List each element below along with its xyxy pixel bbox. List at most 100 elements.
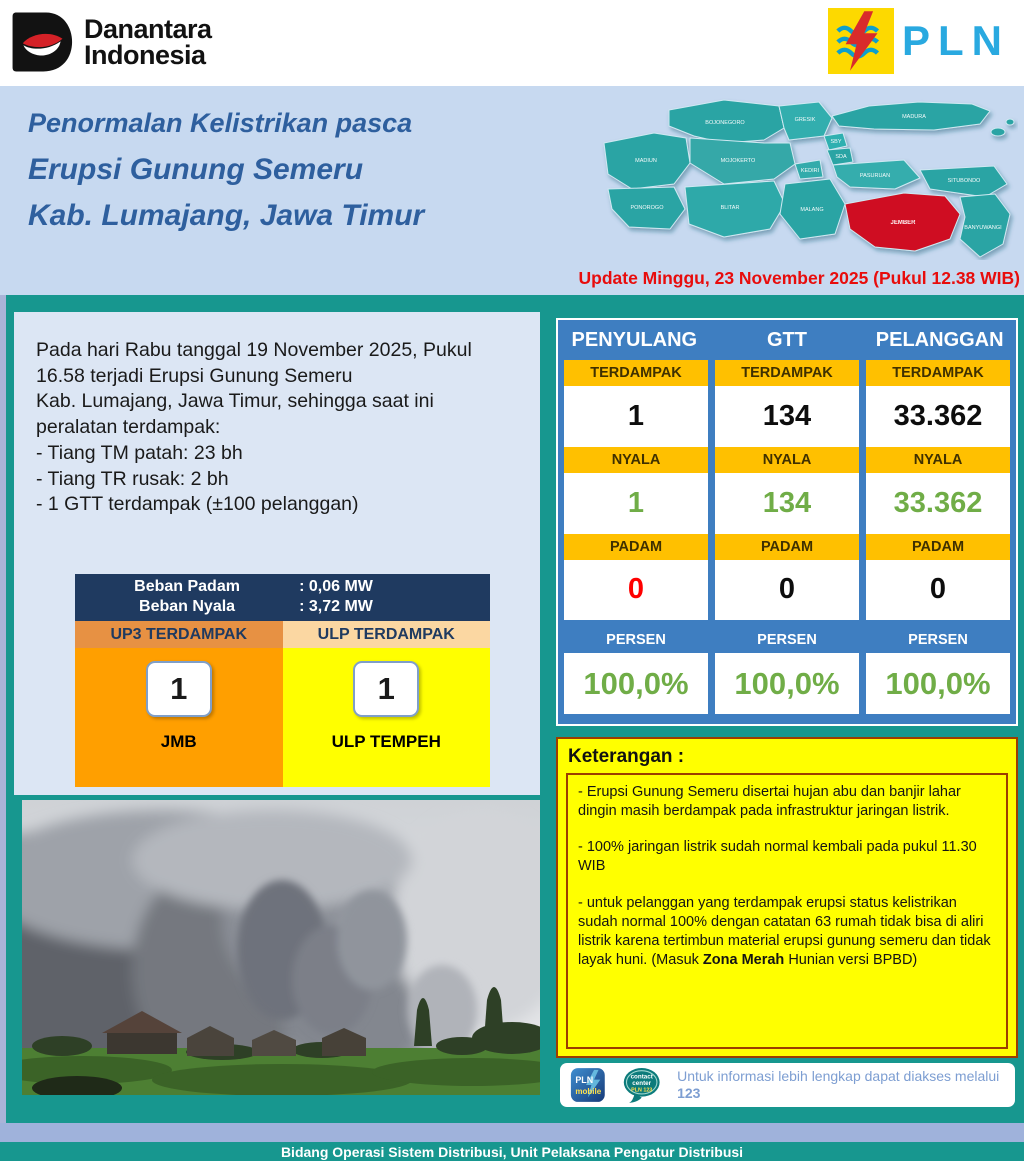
stats-col-gtt: TERDAMPAK 134 NYALA 134 PADAM 0 PERSEN 1… [715, 360, 859, 714]
gtt-persen-value: 100,0% [715, 653, 859, 714]
beban-table: Beban Padam : 0,06 MW Beban Nyala : 3,72… [75, 574, 490, 787]
svg-text:PLN: PLN [575, 1075, 593, 1085]
beban-nyala-value: : 3,72 MW [299, 598, 373, 615]
eruption-photo [0, 800, 572, 1100]
page-title-line2: Erupsi Gunung Semeru [28, 153, 364, 186]
beban-nyala-label: Beban Nyala [139, 598, 236, 615]
penyulang-nyala-value: 1 [564, 472, 708, 534]
page-title: Penormalan Kelistrikan pasca Erupsi Gunu… [28, 108, 548, 233]
ulp-column: ULP TERDAMPAK 1 ULP TEMPEH [282, 621, 490, 787]
footer-bar: Bidang Operasi Sistem Distribusi, Unit P… [0, 1142, 1024, 1161]
map-label-blitar: BLITAR [721, 205, 740, 211]
map-label-bojonegoro: BOJONEGORO [705, 120, 745, 126]
keterangan-item-3-tail: Hunian versi BPBD) [784, 951, 918, 968]
penyulang-persen-value: 100,0% [564, 653, 708, 714]
contact-info-text: Untuk informasi lebih lengkap dapat diak… [677, 1068, 1005, 1103]
pelanggan-persen-value: 100,0% [866, 653, 1010, 714]
nyala-band: NYALA [715, 446, 859, 473]
incident-bullet-2: - Tiang TR rusak: 2 bh [36, 467, 229, 490]
up3-name: JMB [160, 732, 197, 751]
stats-column-header-gtt: GTT [767, 328, 807, 351]
contact-strip: PLN mobile contact center PLN 123 Untuk … [560, 1063, 1015, 1107]
stats-column-header-penyulang: PENYULANG [571, 328, 698, 351]
page-title-line3: Kab. Lumajang, Jawa Timur [28, 199, 425, 232]
pln-logo-icon [828, 8, 894, 74]
map-label-malang: MALANG [800, 207, 823, 213]
map-label-jember: JEMBER [890, 220, 916, 226]
pln-logo: PLN [828, 8, 1010, 74]
up3-value: 1 [145, 661, 212, 717]
incident-text: Pada hari Rabu tanggal 19 November 2025,… [36, 338, 520, 518]
map-label-mojokerto: MOJOKERTO [721, 158, 756, 164]
padam-band: PADAM [564, 533, 708, 560]
padam-band: PADAM [715, 533, 859, 560]
terdampak-band: TERDAMPAK [564, 360, 708, 386]
update-timestamp: Update Minggu, 23 November 2025 (Pukul 1… [578, 268, 1021, 288]
terdampak-band: TERDAMPAK [866, 360, 1010, 386]
stats-table: PENYULANG GTT PELANGGAN TERDAMPAK 1 NYAL… [556, 318, 1018, 726]
svg-text:contact: contact [630, 1074, 653, 1081]
map-label-ponorogo: PONOROGO [630, 205, 664, 211]
persen-band: PERSEN [564, 627, 708, 654]
stats-col-pelanggan: TERDAMPAK 33.362 NYALA 33.362 PADAM 0 PE… [866, 360, 1010, 714]
pln-mobile-icon: PLN mobile [570, 1068, 605, 1102]
incident-paragraph-1: Pada hari Rabu tanggal 19 November 2025,… [36, 339, 472, 387]
contact-center-123-icon: contact center PLN 123 [623, 1067, 660, 1103]
incident-bullet-3: - 1 GTT terdampak (±100 pelanggan) [36, 493, 359, 516]
keterangan-item-3: - untuk pelanggan yang terdampak erupsi … [578, 894, 996, 971]
ulp-value: 1 [353, 661, 420, 717]
contact-info-text-main: Untuk informasi lebih lengkap dapat diak… [677, 1067, 1000, 1084]
keterangan-item-3-text: - untuk pelanggan yang terdampak erupsi … [578, 894, 991, 968]
stats-column-header-pelanggan: PELANGGAN [875, 328, 1004, 351]
east-java-map: BOJONEGORO GRESIK MADURA MADIUN MOJOKERT… [570, 88, 1018, 260]
stats-col-penyulang: TERDAMPAK 1 NYALA 1 PADAM 0 PERSEN 100,0… [564, 360, 708, 714]
pelanggan-nyala-value: 33.362 [866, 472, 1010, 534]
danantara-logo: Danantara Indonesia [10, 10, 212, 74]
map-label-banyuwangi: BANYUWANGI [964, 225, 1002, 231]
map-label-sby: SBY [830, 139, 841, 145]
map-label-pasuruan: PASURUAN [860, 173, 890, 179]
terdampak-band: TERDAMPAK [715, 360, 859, 386]
map-label-sda: SDA [835, 154, 847, 160]
padam-band: PADAM [866, 533, 1010, 560]
danantara-name-line2: Indonesia [84, 40, 206, 70]
map-label-situbondo: SITUBONDO [948, 178, 981, 184]
gtt-terdampak-value: 134 [715, 386, 859, 447]
keterangan-title: Keterangan : [568, 746, 685, 767]
svg-text:PLN 123: PLN 123 [631, 1087, 652, 1093]
ulp-header: ULP TERDAMPAK [282, 621, 490, 648]
keterangan-box: Keterangan : - Erupsi Gunung Semeru dise… [556, 737, 1018, 1058]
keterangan-item-1: - Erupsi Gunung Semeru disertai hujan ab… [578, 784, 961, 820]
up3-column: UP3 TERDAMPAK 1 JMB [75, 621, 283, 787]
footer-text: Bidang Operasi Sistem Distribusi, Unit P… [280, 1143, 744, 1160]
incident-paragraph-2: Kab. Lumajang, Jawa Timur, sehingga saat… [36, 390, 434, 439]
incident-info-box: Pada hari Rabu tanggal 19 November 2025,… [14, 312, 540, 795]
svg-text:mobile: mobile [575, 1087, 601, 1096]
danantara-logo-icon [12, 12, 73, 72]
persen-band: PERSEN [715, 627, 859, 654]
penyulang-terdampak-value: 1 [564, 386, 708, 447]
top-header: Danantara Indonesia PLN [0, 0, 1024, 86]
contact-info-text-123: 123 [677, 1085, 701, 1101]
nyala-band: NYALA [564, 446, 708, 473]
keterangan-item-3-bold: Zona Merah [702, 951, 785, 968]
pelanggan-padam-value: 0 [866, 559, 1010, 621]
keterangan-item-2: - 100% jaringan listrik sudah normal kem… [578, 839, 977, 875]
persen-band: PERSEN [866, 627, 1010, 654]
beban-header: Beban Padam : 0,06 MW Beban Nyala : 3,72… [75, 574, 490, 621]
incident-bullet-1: - Tiang TM patah: 23 bh [36, 441, 243, 464]
map-label-madiun: MADIUN [635, 158, 657, 164]
bottom-lavender-band [0, 1123, 1024, 1142]
danantara-name-line1: Danantara [84, 13, 212, 44]
map-label-madura: MADURA [902, 114, 926, 120]
map-label-kediri: KEDIRI [801, 168, 820, 174]
nyala-band: NYALA [866, 446, 1010, 473]
pelanggan-terdampak-value: 33.362 [866, 386, 1010, 447]
gtt-nyala-value: 134 [715, 472, 859, 534]
pln-wordmark: PLN [902, 17, 1010, 64]
gtt-padam-value: 0 [715, 559, 859, 621]
map-label-gresik: GRESIK [795, 117, 816, 123]
ulp-name: ULP TEMPEH [331, 732, 441, 751]
penyulang-padam-value: 0 [564, 559, 708, 621]
beban-padam-label: Beban Padam [134, 578, 240, 595]
